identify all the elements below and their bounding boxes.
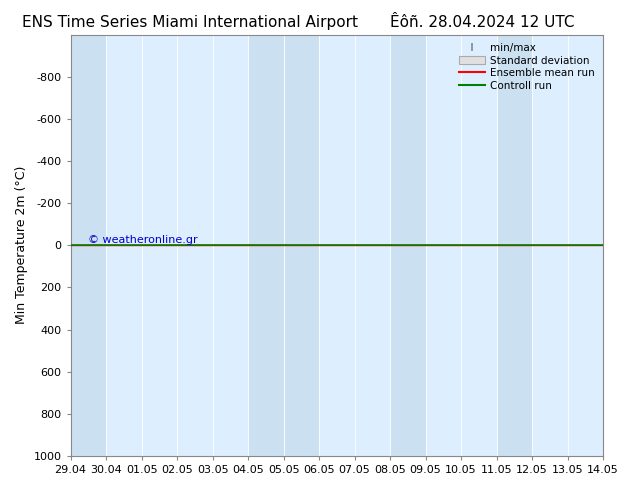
Bar: [248, 35, 319, 456]
Text: Êôñ. 28.04.2024 12 UTC: Êôñ. 28.04.2024 12 UTC: [389, 15, 574, 30]
Legend: min/max, Standard deviation, Ensemble mean run, Controll run: min/max, Standard deviation, Ensemble me…: [456, 40, 598, 94]
Y-axis label: Min Temperature 2m (°C): Min Temperature 2m (°C): [15, 166, 28, 324]
Text: © weatheronline.gr: © weatheronline.gr: [88, 235, 198, 245]
Bar: [390, 35, 425, 456]
Bar: [70, 35, 106, 456]
Text: ENS Time Series Miami International Airport: ENS Time Series Miami International Airp…: [22, 15, 358, 30]
Bar: [496, 35, 532, 456]
